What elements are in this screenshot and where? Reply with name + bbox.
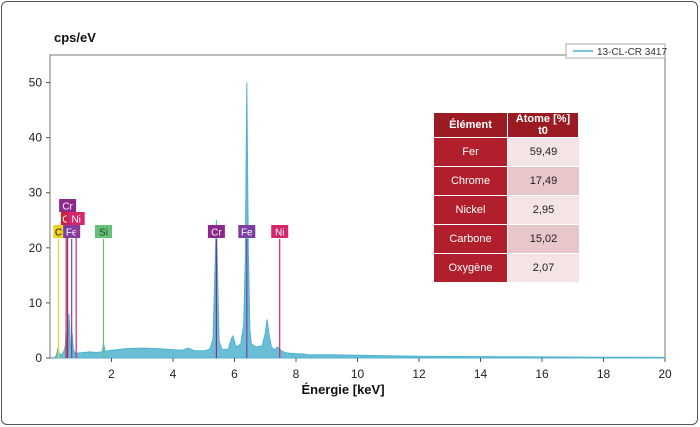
value-cell: 2,95: [508, 195, 579, 224]
x-tick-label: 14: [474, 367, 488, 381]
header-element: Élément: [434, 113, 508, 137]
composition-table: Élément Atome [%] t0 Fer 59,49 Chrome 17…: [434, 113, 579, 282]
table-row: Carbone 15,02: [434, 224, 579, 253]
x-tick-label: 12: [412, 367, 426, 381]
x-tick-label: 18: [597, 367, 611, 381]
element-cell: Carbone: [434, 224, 508, 253]
marker-label: Fe: [241, 228, 253, 239]
marker-box: [53, 225, 64, 238]
y-tick-label: 10: [29, 296, 43, 310]
value-cell: 15,02: [508, 224, 579, 253]
element-cell: Fer: [434, 137, 508, 166]
y-tick-label: 20: [29, 241, 43, 255]
spectrum-series: [52, 82, 666, 359]
marker-label: Fe: [66, 228, 78, 239]
x-axis-title: Énergie [keV]: [301, 382, 384, 397]
marker-box: [238, 225, 256, 238]
y-axis-title: cps/eV: [54, 30, 96, 45]
table-row: Chrome 17,49: [434, 166, 579, 195]
x-tick-label: 10: [351, 367, 365, 381]
element-cell: Nickel: [434, 195, 508, 224]
table-header-row: Élément Atome [%] t0: [434, 113, 579, 137]
value-cell: 17,49: [508, 166, 579, 195]
marker-box: [207, 225, 225, 238]
marker-box: [271, 225, 289, 238]
marker-label: Si: [99, 228, 108, 239]
value-cell: 2,07: [508, 253, 579, 282]
element-markers: CO Cr Fe Ni Si Cr Fe Ni: [53, 199, 289, 358]
legend: 13-CL-CR 3417: [565, 43, 667, 59]
x-tick-label: 2: [108, 367, 115, 381]
x-tick-label: 16: [535, 367, 549, 381]
marker-label: Cr: [211, 228, 222, 239]
y-tick-label: 40: [29, 131, 43, 145]
marker-label: C: [55, 228, 62, 239]
element-cell: Chrome: [434, 166, 508, 195]
x-tick-label: 6: [231, 367, 238, 381]
table-row: Fer 59,49: [434, 137, 579, 166]
table-row: Oxygène 2,07: [434, 253, 579, 282]
spectrum-layer: [52, 82, 666, 359]
table-row: Nickel 2,95: [434, 195, 579, 224]
marker-label: Cr: [62, 202, 73, 213]
x-tick-label: 20: [658, 367, 672, 381]
marker-box: [95, 225, 113, 238]
marker-box: [59, 199, 77, 212]
value-cell: 59,49: [508, 137, 579, 166]
marker-box: [67, 212, 85, 225]
legend-label: 13-CL-CR 3417: [597, 47, 667, 58]
marker-label: Ni: [71, 215, 80, 226]
y-tick-label: 30: [29, 186, 43, 200]
axes: 2 4 6 8 10 12 14 16 18 20 0 10 20 30 40 50: [29, 76, 672, 381]
legend-box: [565, 43, 666, 59]
header-atom: Atome [%] t0: [508, 113, 579, 137]
marker-box: [60, 212, 72, 225]
y-tick-label: 0: [35, 351, 42, 365]
marker-label: Ni: [275, 228, 284, 239]
x-tick-label: 4: [170, 367, 177, 381]
x-tick-label: 8: [293, 367, 300, 381]
element-cell: Oxygène: [434, 253, 508, 282]
y-tick-label: 50: [29, 76, 43, 90]
marker-label: O: [62, 215, 70, 226]
